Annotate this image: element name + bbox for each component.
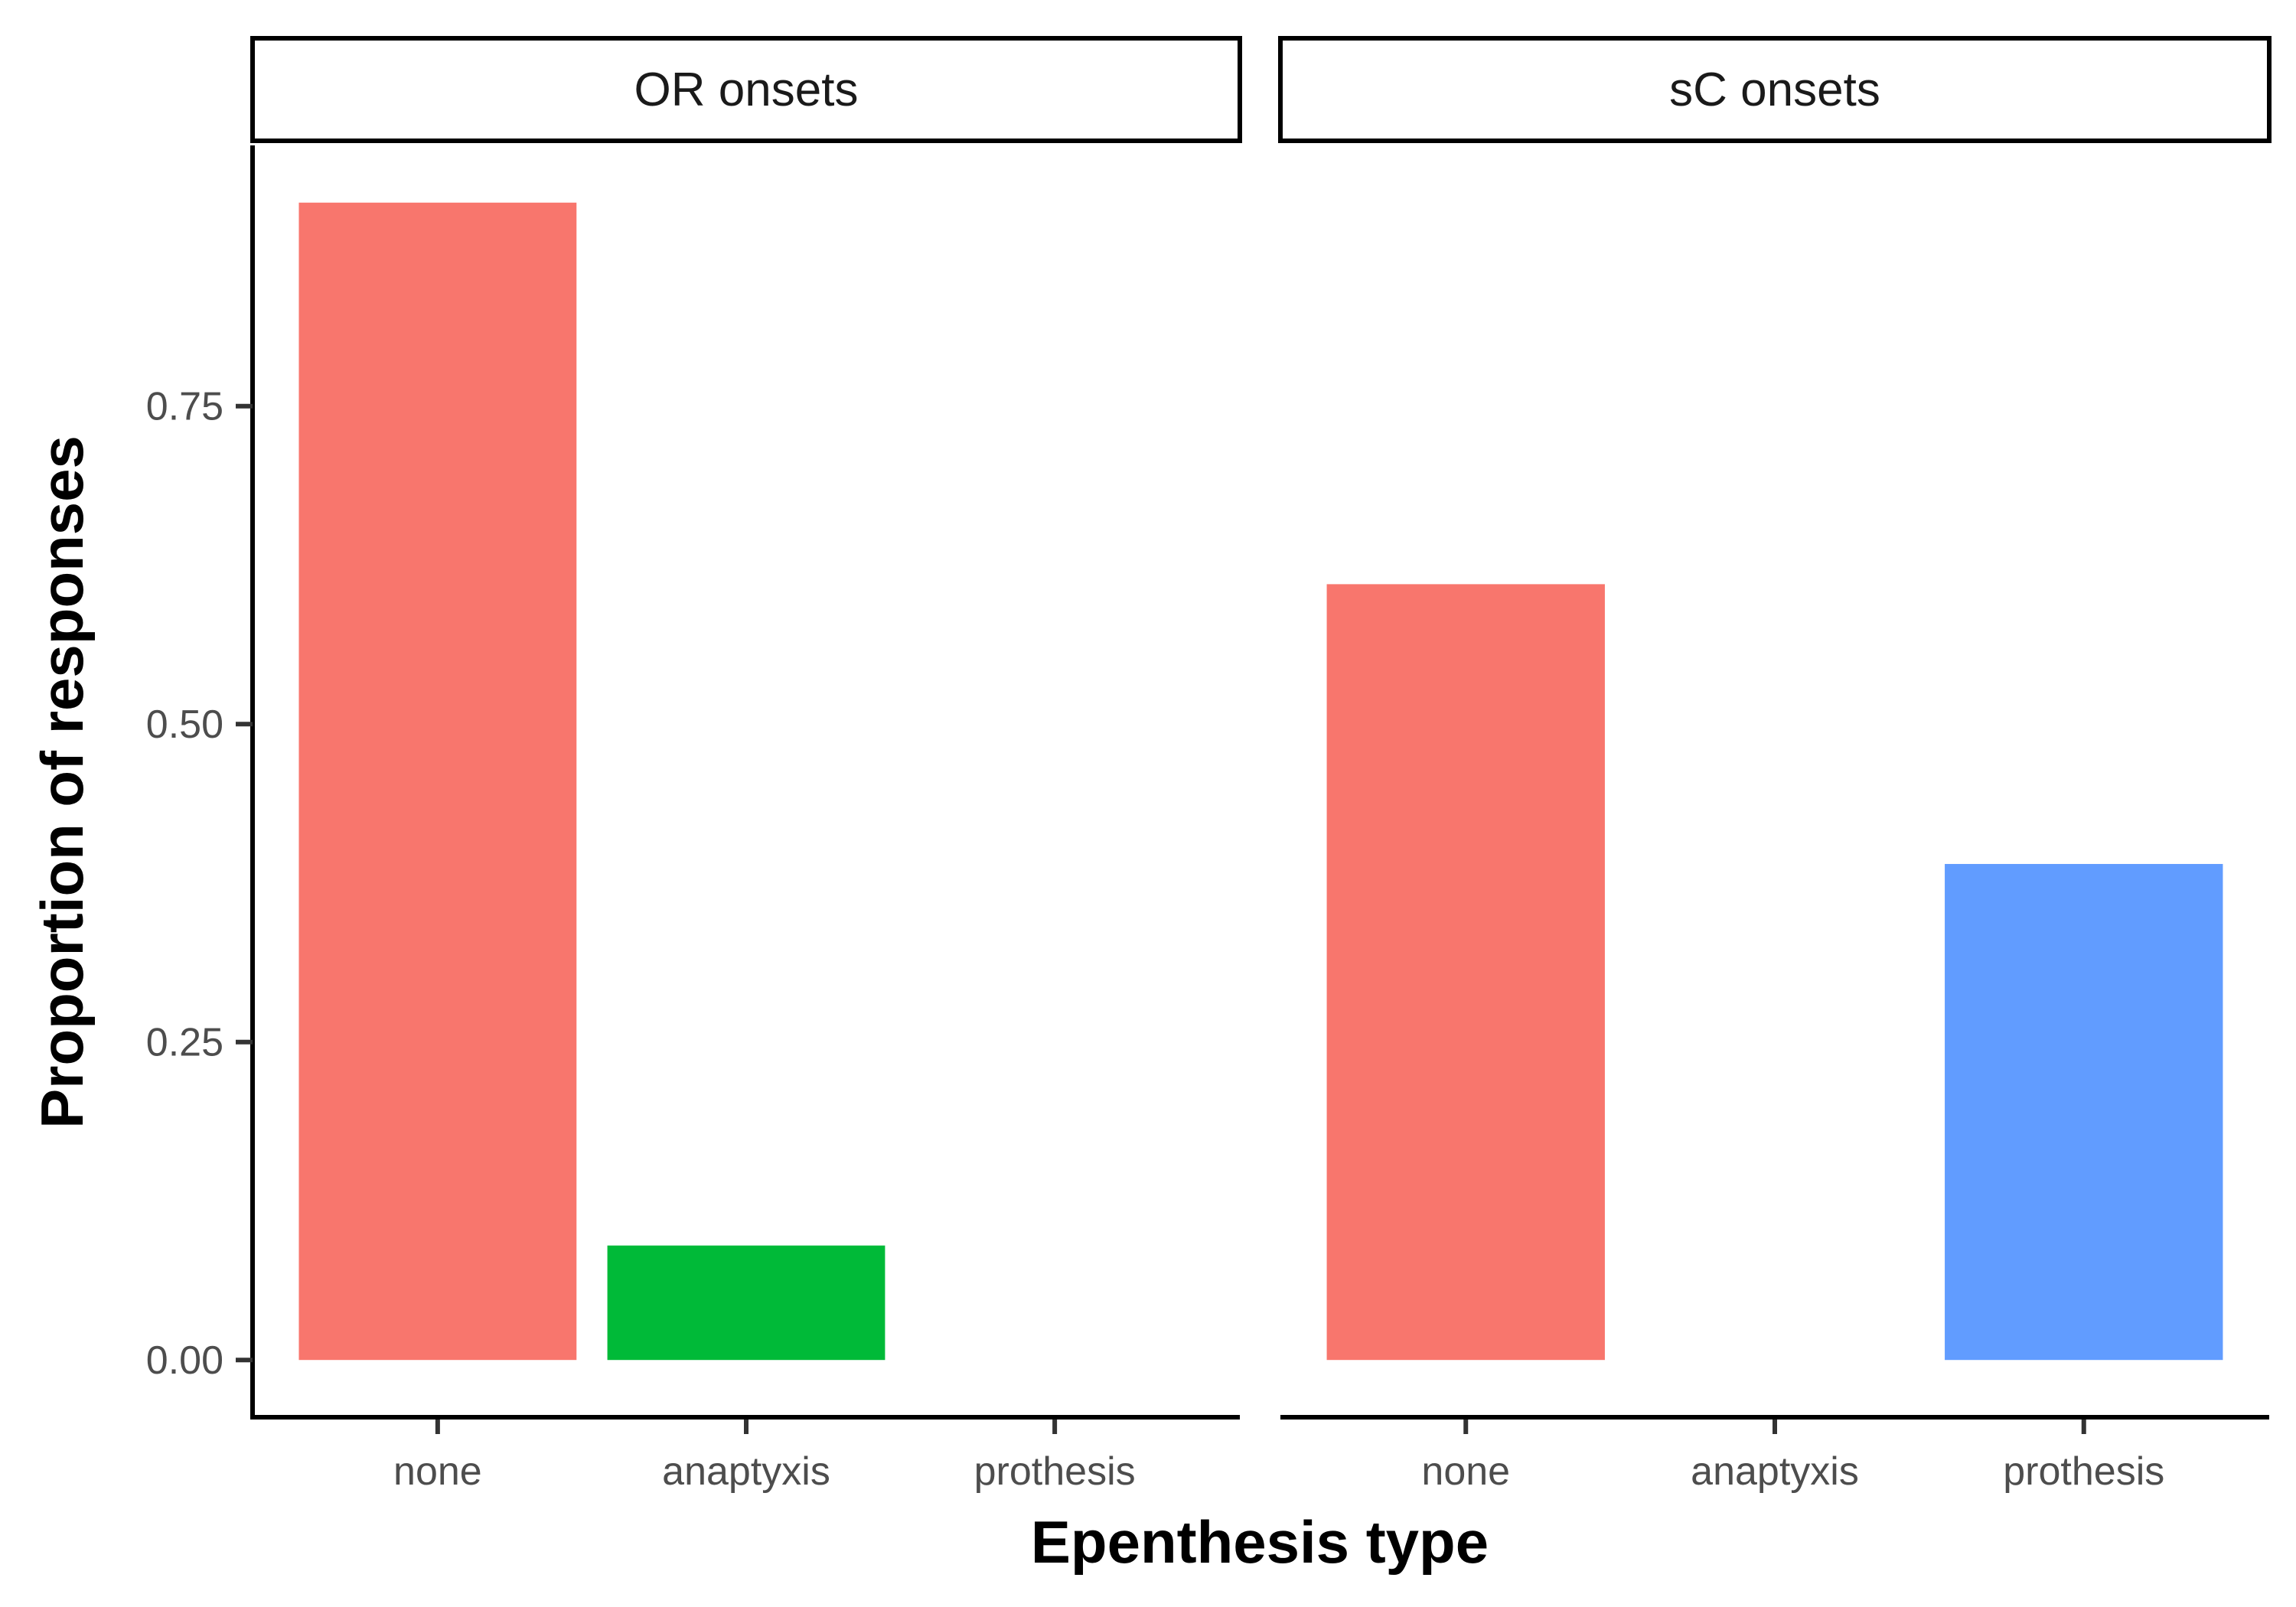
x-tick-label: anaptyxis	[1691, 1449, 1859, 1494]
facet-panel: sC onsets none anaptyxis prothesis	[1278, 36, 2272, 1494]
bar-none	[1326, 584, 1605, 1361]
y-tick-label: 0.25	[146, 1021, 223, 1065]
y-axis: 0.00 0.25 0.50 0.75	[146, 145, 255, 1420]
bar-anaptyxis	[607, 1245, 885, 1361]
x-tick-label: none	[1421, 1449, 1510, 1494]
facet-strip-label: sC onsets	[1669, 64, 1880, 116]
x-tick-label: anaptyxis	[662, 1449, 830, 1494]
facet-panel: OR onsets none anaptyxis prothesis	[250, 36, 1242, 1494]
facet-strip	[250, 36, 1242, 143]
x-tick-label: prothesis	[974, 1449, 1136, 1494]
y-axis-title: Proportion of responses	[28, 435, 96, 1129]
x-axis-title: Epenthesis type	[1031, 1508, 1489, 1576]
bar-prothesis	[1945, 864, 2223, 1361]
facet-strip-label: OR onsets	[634, 64, 859, 116]
bar-none	[298, 202, 577, 1361]
y-tick-label: 0.50	[146, 702, 223, 747]
x-tick-label: prothesis	[2003, 1449, 2164, 1494]
x-tick-label: none	[393, 1449, 482, 1494]
y-tick-label: 0.00	[146, 1338, 223, 1383]
y-tick-label: 0.75	[146, 385, 223, 429]
facet-strip	[1278, 36, 2272, 143]
